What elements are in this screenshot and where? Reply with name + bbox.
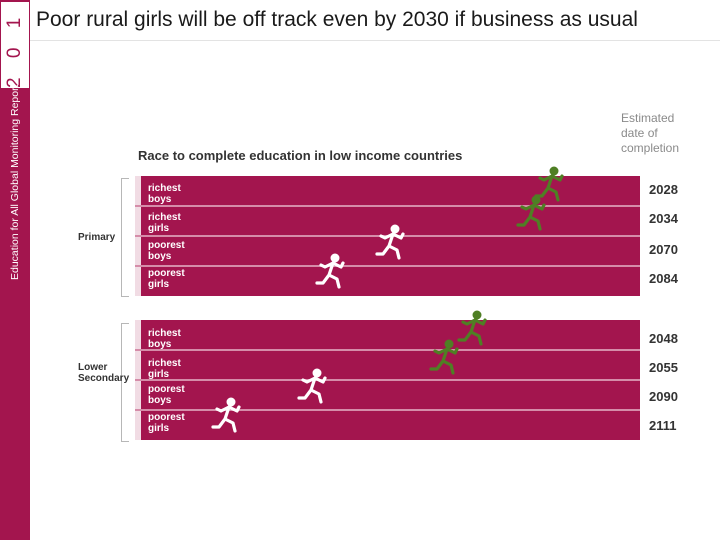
year-secondary-poorest-girls: 2111 <box>649 418 677 433</box>
secondary-track <box>135 320 640 440</box>
year-secondary-richest-boys: 2048 <box>649 331 678 346</box>
lane-divider <box>135 349 640 351</box>
year-text: 2 0 1 3/4 <box>4 0 25 88</box>
lane-label-secondary-poorest-girls: poorest girls <box>148 412 208 434</box>
figure-title: Race to complete education in low income… <box>138 148 463 163</box>
lane-label-line: richest <box>148 358 181 369</box>
lane-label-primary-richest-girls: richest girls <box>148 212 208 234</box>
title-bar <box>30 0 720 41</box>
group-label-line: Lower <box>78 362 108 373</box>
lane-label-line: boys <box>148 395 172 406</box>
lane-divider <box>135 379 640 381</box>
secondary-bracket <box>121 323 129 442</box>
lane-label-primary-richest-boys: richest boys <box>148 183 208 205</box>
lane-label-line: poorest <box>148 412 185 423</box>
year-primary-richest-girls: 2034 <box>649 211 678 226</box>
lane-label-secondary-poorest-boys: poorest boys <box>148 384 208 406</box>
lane-label-secondary-richest-boys: richest boys <box>148 328 208 350</box>
runner-icon <box>534 166 564 204</box>
lane-label-line: boys <box>148 339 172 350</box>
lane-label-line: poorest <box>148 240 185 251</box>
report-name: Education for All Global Monitoring Repo… <box>9 84 21 280</box>
year-secondary-poorest-boys: 2090 <box>649 389 678 404</box>
year-primary-poorest-boys: 2070 <box>649 242 678 257</box>
slide-title: Poor rural girls will be off track even … <box>36 8 638 31</box>
estimated-date-label: Estimated date of completion <box>621 111 701 156</box>
lane-label-primary-poorest-girls: poorest girls <box>148 268 208 290</box>
group-label-line: Secondary <box>78 373 130 384</box>
lane-divider <box>135 409 640 411</box>
year-badge <box>1 2 29 88</box>
primary-bracket <box>121 178 129 297</box>
lane-label-line: girls <box>148 369 170 380</box>
lane-label-line: poorest <box>148 384 185 395</box>
lane-label-secondary-richest-girls: richest girls <box>148 358 208 380</box>
lane-label-line: boys <box>148 194 172 205</box>
lane-label-line: girls <box>148 279 170 290</box>
estimated-line-3: completion <box>621 141 680 155</box>
runner-icon <box>297 368 327 406</box>
runner-icon <box>429 339 459 377</box>
lane-label-primary-poorest-boys: poorest boys <box>148 240 208 262</box>
runner-icon <box>456 310 487 348</box>
lane-label-line: richest <box>148 328 181 339</box>
runner-icon <box>211 397 241 435</box>
runner-icon <box>315 253 346 291</box>
year-primary-richest-boys: 2028 <box>649 182 678 197</box>
lane-divider <box>135 205 640 207</box>
lane-label-line: boys <box>148 251 172 262</box>
lane-label-line: girls <box>148 223 170 234</box>
group-label-lower-secondary: Lower Secondary <box>78 362 129 384</box>
group-label-primary: Primary <box>78 232 116 243</box>
lane-label-line: girls <box>148 423 170 434</box>
year-primary-poorest-girls: 2084 <box>649 271 678 286</box>
lane-label-line: poorest <box>148 268 185 279</box>
runner-icon <box>374 224 405 262</box>
sidebar-band: 2 0 1 3/4 Education for All Global Monit… <box>0 0 30 540</box>
estimated-line-1: Estimated <box>621 111 675 125</box>
lane-label-line: richest <box>148 212 181 223</box>
lane-label-line: richest <box>148 183 181 194</box>
lane-divider <box>135 265 640 267</box>
year-secondary-richest-girls: 2055 <box>649 360 678 375</box>
estimated-line-2: date of <box>621 126 658 140</box>
runner-icon <box>516 195 546 233</box>
